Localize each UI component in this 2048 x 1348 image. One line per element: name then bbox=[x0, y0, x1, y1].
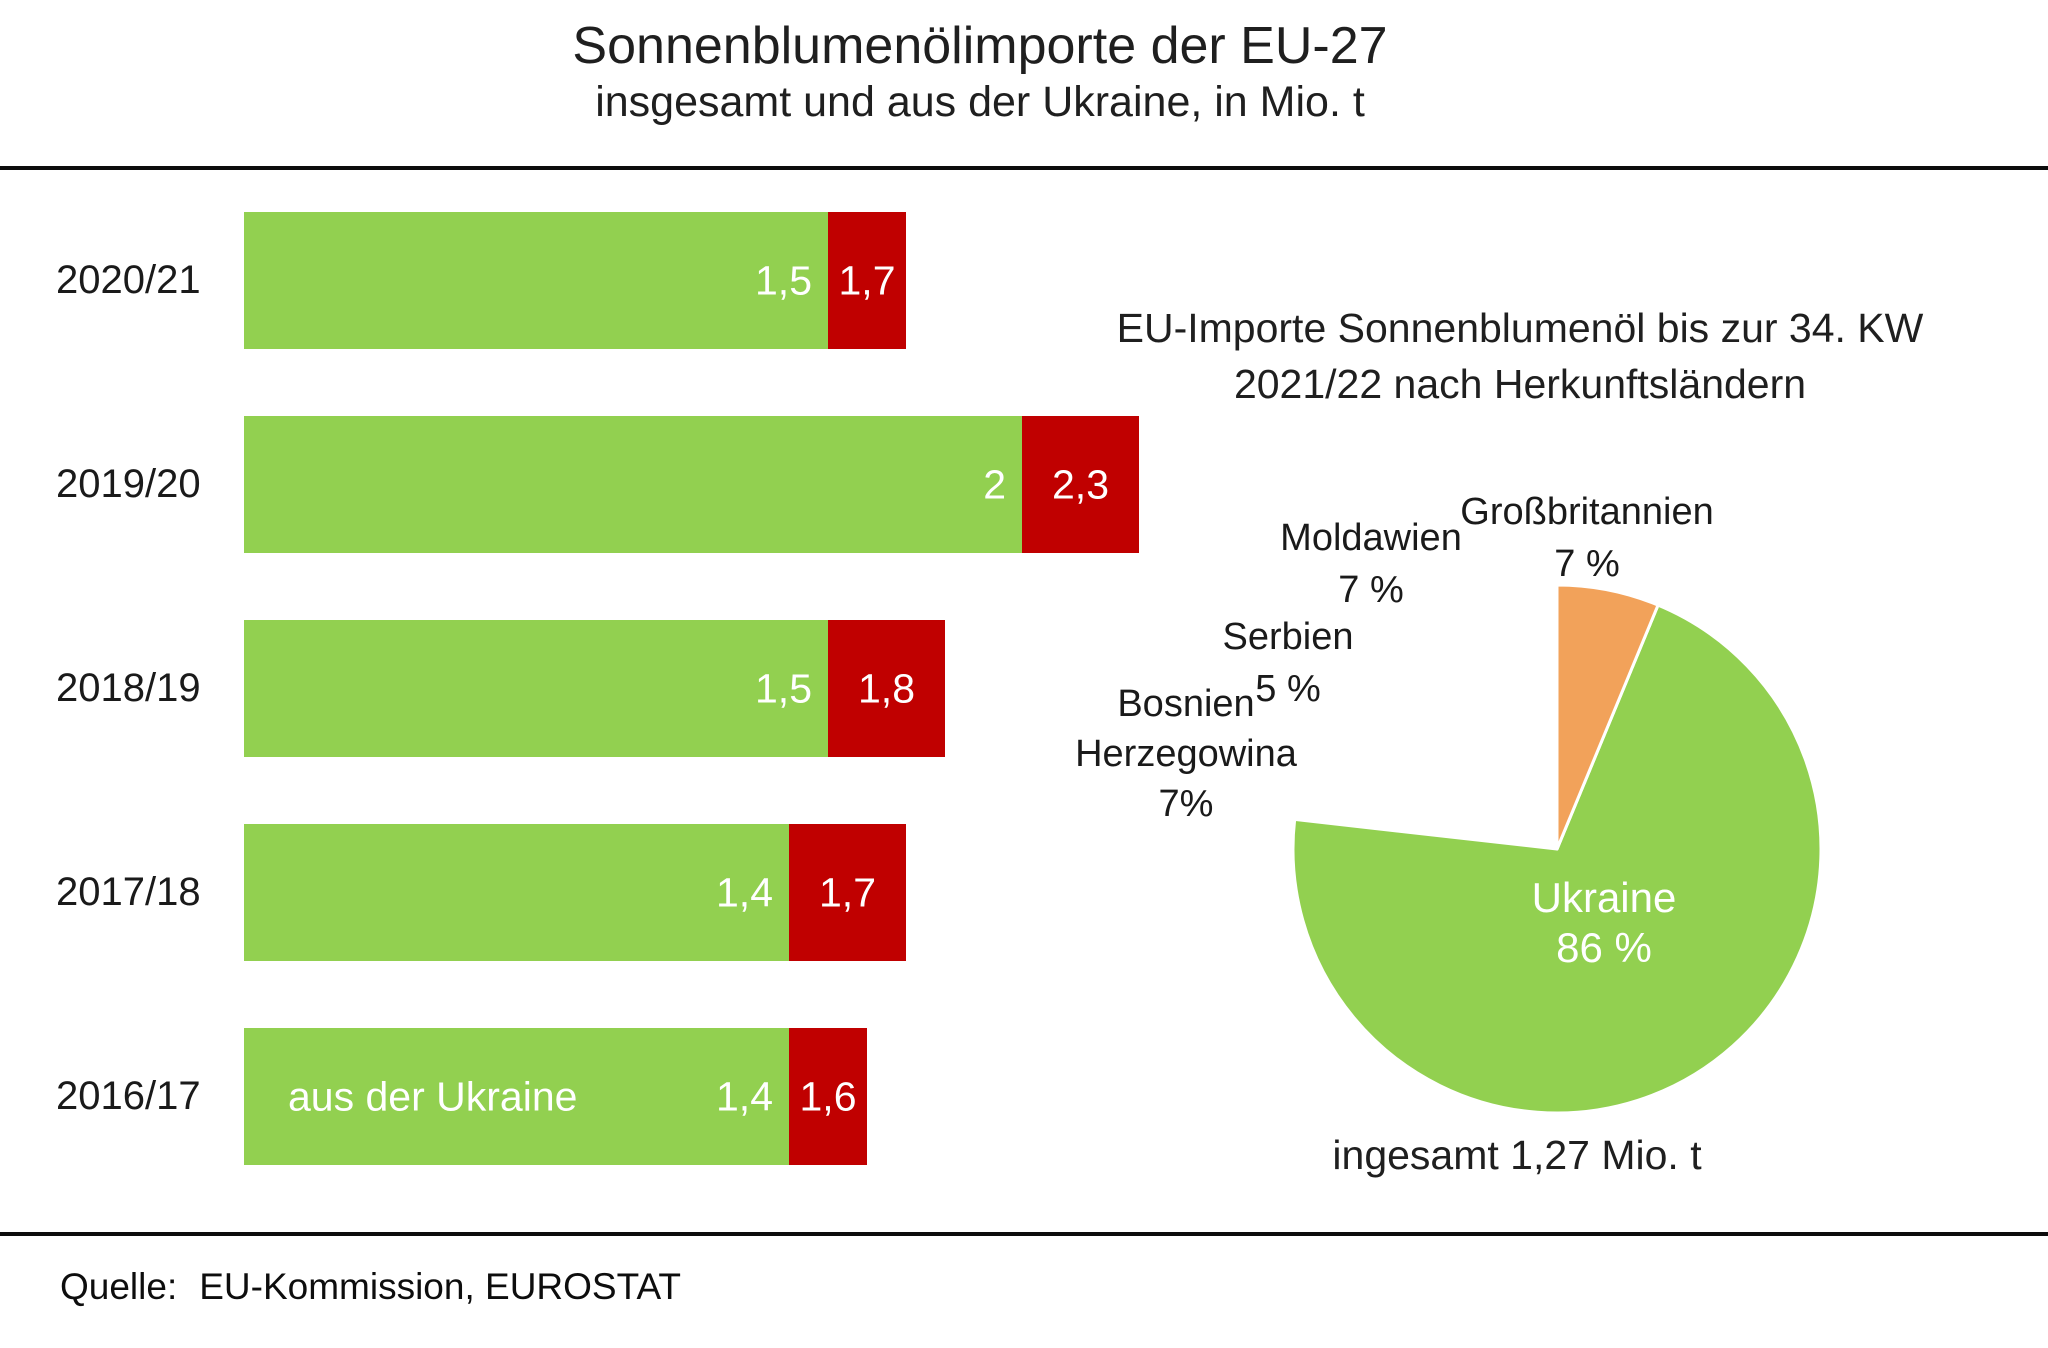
pie-label-serbien: Serbien 5 % bbox=[1223, 611, 1354, 715]
pie-label-bosnien-herzegowina: Bosnien Herzegowina 7% bbox=[1075, 679, 1297, 829]
pie-chart-title: EU-Importe Sonnenblumenöl bis zur 34. KW… bbox=[1030, 300, 2010, 412]
bar-category-label: 2020/21 bbox=[56, 258, 201, 302]
pie-label-bosnien-pct: 7% bbox=[1158, 783, 1214, 825]
bar-row: 2016/17 aus der Ukraine 1,4 1,6 bbox=[0, 1028, 2048, 1165]
bar-row: 2017/18 1,4 1,7 bbox=[0, 824, 2048, 961]
bar-value-insgesamt: 1,8 bbox=[858, 665, 915, 711]
bar-category-label: 2019/20 bbox=[56, 462, 201, 506]
bottom-divider-line bbox=[0, 1232, 2048, 1236]
source-value: EU-Kommission, EUROSTAT bbox=[199, 1266, 681, 1307]
bar-row: 2019/20 2 2,3 bbox=[0, 416, 2048, 553]
pie-slice-grossbritannien bbox=[1555, 583, 1660, 851]
top-divider-line bbox=[0, 166, 2048, 170]
pie-label-serbien-name: Serbien bbox=[1222, 616, 1354, 658]
bar-row: 2018/19 1,5 1,8 bbox=[0, 620, 2048, 757]
bar-value-insgesamt: 1,6 bbox=[799, 1073, 857, 1119]
bar-segment-ukraine: 1,5 bbox=[244, 620, 828, 757]
pie-label-bosnien-name-line1: Bosnien bbox=[1117, 683, 1255, 725]
series-label-aus-der-ukraine: aus der Ukraine bbox=[288, 1073, 578, 1119]
bar-value-ukraine: 1,5 bbox=[755, 257, 812, 303]
pie-chart-title-line2: 2021/22 nach Herkunftsländern bbox=[1233, 361, 1807, 407]
bar-segment-ukraine: 1,5 bbox=[244, 212, 828, 349]
page-title: Sonnenblumenölimporte der EU-27 bbox=[572, 17, 1388, 75]
bar-segment-ukraine: aus der Ukraine 1,4 bbox=[244, 1028, 789, 1165]
bar-category-label: 2016/17 bbox=[56, 1074, 201, 1118]
bar-segment-ukraine: 1,4 bbox=[244, 824, 789, 961]
pie-label-grossbritannien-name: Großbritannien bbox=[1460, 491, 1714, 533]
pie-label-ukraine-name: Ukraine bbox=[1531, 874, 1677, 921]
source-line: Quelle: EU-Kommission, EUROSTAT bbox=[60, 1266, 681, 1308]
pie-label-grossbritannien-pct: 7 % bbox=[1554, 543, 1620, 585]
pie-label-moldawien: Moldawien 7 % bbox=[1280, 512, 1462, 616]
page-subtitle: insgesamt und aus der Ukraine, in Mio. t bbox=[595, 78, 1365, 126]
bar-segment-insgesamt: 1,7 bbox=[828, 212, 906, 349]
chart-header: Sonnenblumenölimporte der EU-27 insgesam… bbox=[0, 16, 1960, 128]
pie-label-ukraine: Ukraine 86 % bbox=[1532, 873, 1677, 973]
bar-value-insgesamt: 2,3 bbox=[1052, 461, 1109, 507]
bar-row: 2020/21 1,5 1,7 bbox=[0, 212, 2048, 349]
bar-segment-insgesamt: 1,8 bbox=[828, 620, 945, 757]
pie-label-ukraine-pct: 86 % bbox=[1556, 924, 1652, 971]
bar-value-ukraine: 1,5 bbox=[755, 665, 812, 711]
bar-segment-ukraine: 2 bbox=[244, 416, 1022, 553]
pie-chart-title-line1: EU-Importe Sonnenblumenöl bis zur 34. KW bbox=[1116, 305, 1924, 351]
pie-label-moldawien-name: Moldawien bbox=[1280, 517, 1462, 559]
bar-value-ukraine: 2 bbox=[983, 461, 1006, 507]
pie-label-grossbritannien: Großbritannien 7 % bbox=[1460, 486, 1713, 590]
bar-category-label: 2018/19 bbox=[56, 666, 201, 710]
bar-value-insgesamt: 1,7 bbox=[838, 257, 896, 303]
pie-label-serbien-pct: 5 % bbox=[1255, 668, 1321, 710]
bar-value-ukraine: 1,4 bbox=[716, 869, 773, 915]
bar-segment-insgesamt: 2,3 bbox=[1022, 416, 1139, 553]
bar-value-insgesamt: 1,7 bbox=[819, 869, 876, 915]
pie-label-moldawien-pct: 7 % bbox=[1338, 569, 1404, 611]
bar-segment-insgesamt: 1,7 bbox=[789, 824, 906, 961]
bar-segment-insgesamt: 1,6 bbox=[789, 1028, 867, 1165]
bar-value-ukraine: 1,4 bbox=[716, 1073, 773, 1119]
pie-total-label: ingesamt 1,27 Mio. t bbox=[1332, 1132, 1702, 1178]
pie-chart bbox=[1291, 583, 1823, 1115]
source-label: Quelle: bbox=[60, 1266, 178, 1307]
pie-label-bosnien-name-line2: Herzegowina bbox=[1075, 733, 1297, 775]
bar-category-label: 2017/18 bbox=[56, 870, 201, 914]
